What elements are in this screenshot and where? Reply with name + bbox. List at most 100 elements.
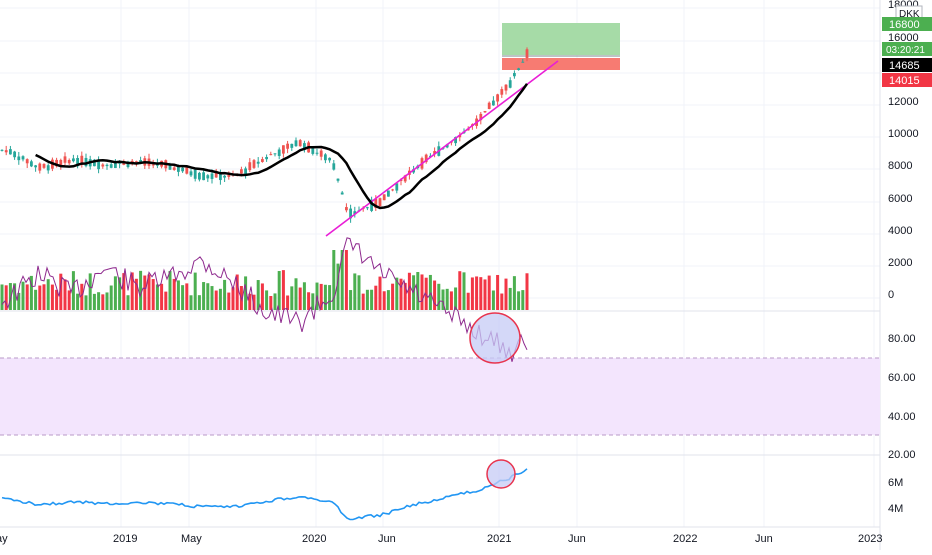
candle-body: [25, 159, 29, 164]
candle-body: [277, 149, 281, 156]
volume-bar: [365, 289, 369, 310]
volume-bar: [67, 290, 71, 310]
volume-bar: [512, 276, 516, 310]
volume-bar: [143, 275, 147, 310]
candle-body: [67, 160, 71, 164]
time-label: 2019: [113, 533, 137, 545]
volume-bar: [412, 275, 416, 310]
volume-bar: [244, 276, 248, 310]
volume-bar: [391, 283, 395, 310]
candle-body: [521, 61, 525, 63]
volume-bar: [340, 250, 344, 310]
candle-body: [370, 199, 373, 211]
price-axis[interactable]: 18000 16000 12000 10000 8000 6000 4000 2…: [888, 0, 919, 301]
candle-body: [261, 159, 264, 162]
profit-zone[interactable]: [502, 23, 620, 55]
candle-body: [265, 156, 268, 160]
stop-price-badge: [882, 73, 932, 87]
volume-bar: [126, 295, 130, 310]
volume-bar: [508, 287, 512, 310]
volume-bar: [147, 274, 151, 310]
volume-bar: [475, 276, 479, 310]
candle-body: [294, 140, 298, 147]
volume-bar: [63, 279, 67, 310]
price-tick: 16000: [888, 32, 919, 44]
candle-body: [244, 168, 247, 175]
volume-bar: [252, 294, 256, 310]
volume-bar: [399, 278, 403, 310]
volume-bar: [311, 293, 315, 310]
candle-body: [109, 164, 113, 168]
volume-bar: [370, 289, 374, 310]
time-label: Jun: [755, 533, 773, 545]
rsi-axis[interactable]: 80.00 60.00 40.00 20.00: [888, 333, 916, 461]
volume-bar: [113, 276, 117, 310]
volume-bar: [290, 286, 294, 310]
price-tick: 8000: [888, 160, 912, 172]
time-axis[interactable]: ay 2019 May 2020 Jun 2021 Jun 2022 Jun 2…: [0, 533, 882, 545]
candle-body: [135, 161, 138, 163]
loss-zone[interactable]: [502, 58, 620, 70]
volume-bar: [294, 278, 298, 310]
volume-bar: [265, 290, 269, 310]
volume-bar: [328, 285, 332, 310]
time-label: 2021: [487, 533, 511, 545]
candle-body: [46, 165, 50, 171]
volume-bar: [193, 272, 197, 310]
volume-bar: [21, 281, 25, 310]
volume-bar: [55, 289, 59, 310]
price-tick: 10000: [888, 128, 919, 140]
volume-bar: [122, 273, 126, 310]
candle-body: [240, 169, 243, 174]
candle-body: [458, 135, 462, 138]
candle-body: [273, 153, 277, 155]
volume-bar: [227, 292, 231, 310]
candle-body: [185, 166, 189, 174]
volume-bar: [4, 285, 8, 310]
volume-bar: [386, 290, 390, 310]
volume-bar: [374, 285, 378, 310]
candle-body: [525, 49, 529, 58]
candle-body: [340, 192, 344, 195]
volume-bar: [277, 271, 281, 310]
candle-body: [114, 161, 117, 169]
volume-bar: [269, 295, 273, 310]
candle-body: [328, 157, 331, 161]
volume-bar: [101, 294, 105, 310]
volume-bar: [210, 286, 214, 310]
candle-body: [487, 102, 491, 109]
volume-bar: [504, 278, 508, 310]
volume-bar: [433, 280, 437, 310]
volume-bar: [273, 293, 277, 310]
price-tick: 4000: [888, 225, 912, 237]
candle-body: [168, 164, 172, 170]
obv-tick: 6M: [888, 477, 903, 489]
candle-body: [139, 159, 142, 162]
volume-bar: [189, 295, 193, 310]
volume-bar: [42, 284, 46, 310]
candle-body: [349, 208, 352, 219]
volume-bar: [17, 292, 21, 310]
rsi-tick: 60.00: [888, 372, 916, 384]
candle-body: [219, 172, 222, 181]
candle-body: [42, 163, 46, 168]
time-label: Jun: [378, 533, 396, 545]
volume-bar: [38, 285, 42, 310]
candle-body: [189, 171, 193, 176]
volume-bar: [88, 273, 92, 310]
last-price-label: 14685: [889, 60, 920, 72]
volume-bar: [521, 290, 525, 310]
volume-bar: [344, 250, 348, 310]
time-label: May: [181, 533, 202, 545]
candle-body: [4, 150, 8, 153]
obv-axis[interactable]: 6M 4M: [888, 477, 903, 515]
trendline[interactable]: [325, 60, 559, 237]
price-tick: 12000: [888, 96, 919, 108]
candle-body: [492, 100, 495, 106]
volume-bar: [479, 277, 483, 310]
rsi-line: [1, 237, 528, 362]
volume-bar: [428, 274, 432, 310]
volume-bar: [416, 272, 420, 310]
